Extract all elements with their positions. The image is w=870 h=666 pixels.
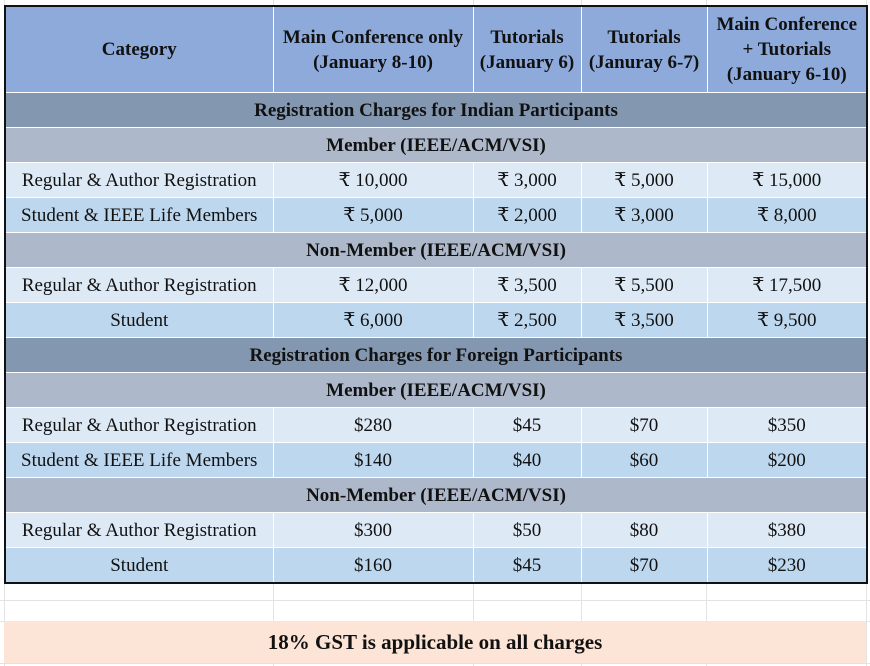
subsection-row-foreign-nonmember: Non-Member (IEEE/ACM/VSI) bbox=[4, 477, 868, 513]
price-cell: $70 bbox=[580, 407, 708, 443]
price-cell: $70 bbox=[580, 547, 708, 584]
section-title-foreign: Registration Charges for Foreign Partici… bbox=[4, 337, 868, 373]
subsection-row-foreign-member: Member (IEEE/ACM/VSI) bbox=[4, 372, 868, 408]
price-cell: ₹ 6,000 bbox=[272, 302, 474, 338]
table-row: Student ₹ 6,000 ₹ 2,500 ₹ 3,500 ₹ 9,500 bbox=[4, 302, 868, 338]
price-cell: ₹ 3,500 bbox=[580, 302, 708, 338]
price-cell: ₹ 3,500 bbox=[472, 267, 582, 303]
price-cell: ₹ 10,000 bbox=[272, 162, 474, 198]
table-row: Student & IEEE Life Members ₹ 5,000 ₹ 2,… bbox=[4, 197, 868, 233]
price-cell: ₹ 2,000 bbox=[472, 197, 582, 233]
price-cell: $80 bbox=[580, 512, 708, 548]
row-label: Regular & Author Registration bbox=[4, 267, 274, 303]
table-row: Regular & Author Registration ₹ 10,000 ₹… bbox=[4, 162, 868, 198]
gst-note: 18% GST is applicable on all charges bbox=[4, 621, 866, 663]
price-cell: $40 bbox=[472, 442, 582, 478]
price-cell: ₹ 2,500 bbox=[472, 302, 582, 338]
subsection-title: Non-Member (IEEE/ACM/VSI) bbox=[4, 477, 868, 513]
table-row: Regular & Author Registration $280 $45 $… bbox=[4, 407, 868, 443]
price-cell: ₹ 3,000 bbox=[580, 197, 708, 233]
price-cell: $200 bbox=[706, 442, 868, 478]
subsection-title: Non-Member (IEEE/ACM/VSI) bbox=[4, 232, 868, 268]
row-label: Student & IEEE Life Members bbox=[4, 197, 274, 233]
row-label: Regular & Author Registration bbox=[4, 407, 274, 443]
header-tutorials-jan6-7: Tutorials (Januray 6-7) bbox=[580, 5, 708, 93]
price-cell: $230 bbox=[706, 547, 868, 584]
price-cell: $45 bbox=[472, 407, 582, 443]
row-label: Student bbox=[4, 547, 274, 584]
price-cell: ₹ 8,000 bbox=[706, 197, 868, 233]
price-cell: ₹ 5,500 bbox=[580, 267, 708, 303]
header-main-plus-tutorials: Main Conference + Tutorials (January 6-10) bbox=[706, 5, 868, 93]
price-cell: ₹ 12,000 bbox=[272, 267, 474, 303]
subsection-title: Member (IEEE/ACM/VSI) bbox=[4, 372, 868, 408]
header-category: Category bbox=[4, 5, 274, 93]
section-title-indian: Registration Charges for Indian Particip… bbox=[4, 92, 868, 128]
table-row: Student & IEEE Life Members $140 $40 $60… bbox=[4, 442, 868, 478]
table-row: Regular & Author Registration ₹ 12,000 ₹… bbox=[4, 267, 868, 303]
table-row: Student $160 $45 $70 $230 bbox=[4, 547, 868, 584]
price-cell: $350 bbox=[706, 407, 868, 443]
table-row: Regular & Author Registration $300 $50 $… bbox=[4, 512, 868, 548]
row-label: Regular & Author Registration bbox=[4, 512, 274, 548]
price-cell: ₹ 9,500 bbox=[706, 302, 868, 338]
row-label: Student & IEEE Life Members bbox=[4, 442, 274, 478]
registration-fees-table: Category Main Conference only (January 8-… bbox=[4, 5, 868, 584]
price-cell: $45 bbox=[472, 547, 582, 584]
price-cell: $60 bbox=[580, 442, 708, 478]
price-cell: $380 bbox=[706, 512, 868, 548]
row-label: Regular & Author Registration bbox=[4, 162, 274, 198]
subsection-row-indian-nonmember: Non-Member (IEEE/ACM/VSI) bbox=[4, 232, 868, 268]
price-cell: $50 bbox=[472, 512, 582, 548]
price-cell: $280 bbox=[272, 407, 474, 443]
price-cell: $300 bbox=[272, 512, 474, 548]
price-cell: ₹ 15,000 bbox=[706, 162, 868, 198]
section-row-foreign: Registration Charges for Foreign Partici… bbox=[4, 337, 868, 373]
gst-note-text: 18% GST is applicable on all charges bbox=[267, 629, 603, 654]
price-cell: $140 bbox=[272, 442, 474, 478]
price-cell: ₹ 3,000 bbox=[472, 162, 582, 198]
header-tutorials-jan6: Tutorials (January 6) bbox=[472, 5, 582, 93]
table-header-row: Category Main Conference only (January 8-… bbox=[4, 5, 868, 93]
subsection-title: Member (IEEE/ACM/VSI) bbox=[4, 127, 868, 163]
header-main-conference: Main Conference only (January 8-10) bbox=[272, 5, 474, 93]
price-cell: ₹ 17,500 bbox=[706, 267, 868, 303]
price-cell: ₹ 5,000 bbox=[580, 162, 708, 198]
section-row-indian: Registration Charges for Indian Particip… bbox=[4, 92, 868, 128]
price-cell: ₹ 5,000 bbox=[272, 197, 474, 233]
row-label: Student bbox=[4, 302, 274, 338]
price-cell: $160 bbox=[272, 547, 474, 584]
subsection-row-indian-member: Member (IEEE/ACM/VSI) bbox=[4, 127, 868, 163]
